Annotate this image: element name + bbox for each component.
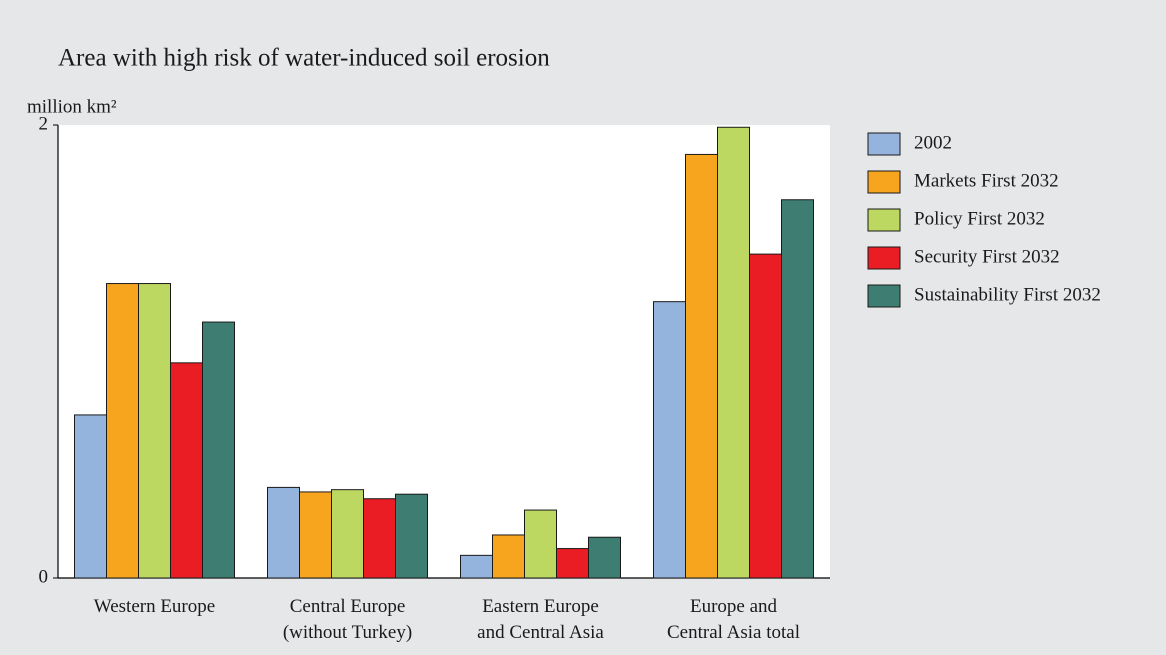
bar [299, 491, 332, 579]
legend-swatch [867, 170, 901, 194]
bar [202, 321, 235, 579]
bar [363, 498, 396, 579]
bar [685, 153, 718, 579]
y-axis-label: million km² [27, 96, 117, 117]
legend-label: 2002 [914, 132, 952, 153]
legend-swatch [867, 284, 901, 308]
chart-title: Area with high risk of water-induced soi… [58, 45, 550, 72]
bar [781, 199, 814, 579]
bar [653, 301, 686, 579]
bar [138, 283, 171, 579]
x-tick-label: Eastern Europe and Central Asia [477, 596, 604, 643]
bar [588, 536, 621, 579]
legend-label: Markets First 2032 [914, 170, 1059, 191]
legend-label: Policy First 2032 [914, 208, 1045, 229]
x-tick-label: Western Europe [93, 596, 216, 617]
legend-label: Security First 2032 [914, 246, 1060, 267]
bar [556, 548, 589, 579]
bar [267, 486, 300, 579]
bar [331, 489, 364, 579]
bar [717, 126, 750, 579]
legend-swatch [867, 132, 901, 156]
legend-swatch [867, 208, 901, 232]
x-tick-label: Central Europe (without Turkey) [282, 596, 413, 643]
legend-label: Sustainability First 2032 [914, 284, 1101, 305]
x-tick-label: Europe and Central Asia total [667, 596, 800, 643]
legend-swatch [867, 246, 901, 270]
bar [492, 534, 525, 579]
bar [524, 509, 557, 579]
bar [749, 253, 782, 579]
y-tick-label: 0 [39, 566, 49, 587]
bar [395, 493, 428, 579]
bar [460, 554, 493, 579]
bar [106, 283, 139, 579]
bar [74, 414, 107, 579]
bar [170, 362, 203, 579]
y-tick-label: 2 [39, 113, 49, 134]
